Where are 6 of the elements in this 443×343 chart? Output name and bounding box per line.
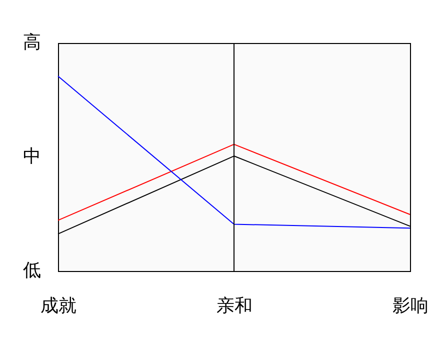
x-tick-label: 亲和 xyxy=(216,296,252,316)
x-tick-label: 成就 xyxy=(40,296,76,316)
text: 低 xyxy=(23,260,41,281)
x-tick-label: 影响 xyxy=(392,296,428,316)
text: 中 xyxy=(23,146,41,167)
text: 高 xyxy=(23,32,41,53)
